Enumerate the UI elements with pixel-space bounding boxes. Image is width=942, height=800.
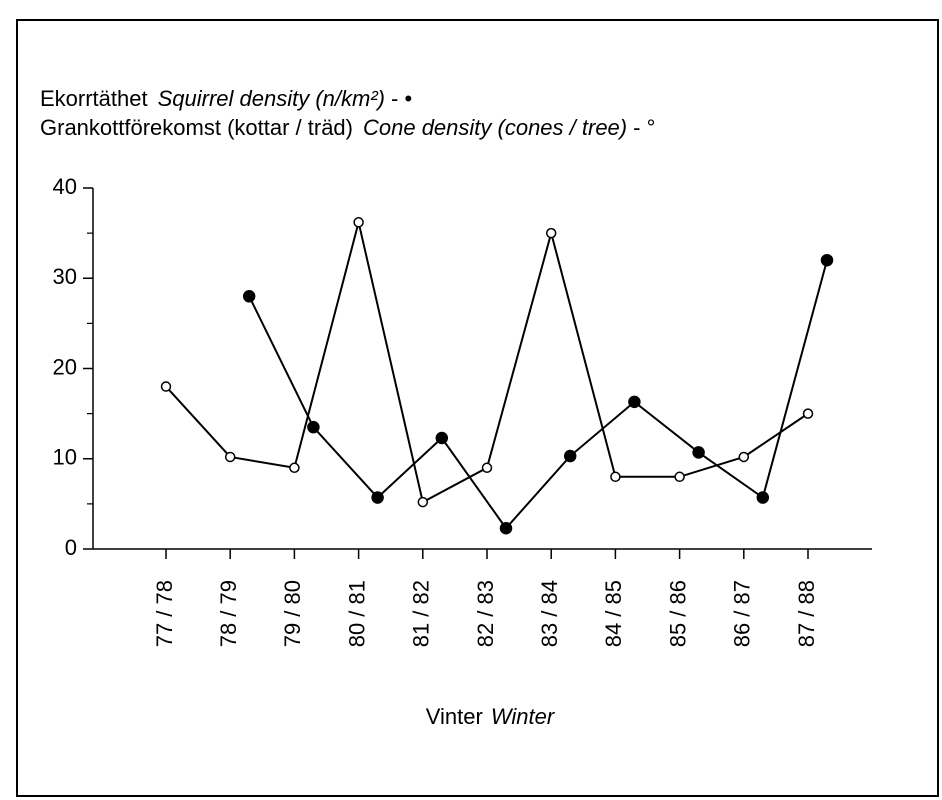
x-tick-label: 85 / 86 [665, 580, 690, 647]
x-tick-label: 83 / 84 [537, 580, 562, 647]
open-point [417, 496, 429, 508]
legend-name: Cone density (cones / tree) [363, 115, 627, 140]
x-axis-label-sv: Vinter [426, 704, 483, 729]
open-point [610, 471, 621, 483]
y-tick-label: 30 [53, 264, 77, 289]
filled-point [820, 253, 834, 267]
x-axis-label: Vinter Winter [426, 704, 556, 729]
open-point [160, 381, 172, 392]
y-tick-label: 0 [65, 535, 77, 560]
filled-point [756, 491, 770, 504]
legend-label: Grankottförekomst (kottar / träd) [40, 115, 353, 140]
y-tick-label: 20 [53, 354, 77, 379]
series-line [165, 222, 809, 504]
legend-symbol: - • [391, 86, 412, 111]
x-tick-label: 81 / 82 [409, 580, 434, 647]
x-tick-label: 78 / 79 [216, 580, 241, 647]
open-point [738, 451, 750, 463]
legend-symbol: - ° [633, 115, 655, 140]
open-point [224, 451, 236, 463]
legend-line: Grankottförekomst (kottar / träd) Cone de… [40, 115, 655, 140]
x-tick-label: 79 / 80 [280, 580, 305, 647]
open-point [802, 408, 814, 419]
open-point [674, 471, 685, 483]
x-tick-label: 84 / 85 [601, 580, 626, 647]
open-point [353, 217, 364, 228]
open-point [545, 227, 557, 239]
filled-point [499, 521, 513, 535]
filled-point [307, 420, 320, 434]
filled-point [563, 449, 577, 463]
x-tick-label: 80 / 81 [344, 580, 369, 647]
series-line [248, 259, 828, 530]
frame [16, 19, 939, 797]
open-point [481, 462, 493, 474]
filled-point [628, 395, 641, 409]
y-tick-label: 10 [53, 445, 77, 470]
filled-point [435, 431, 449, 445]
filled-point [242, 290, 256, 303]
x-tick-label: 86 / 87 [730, 580, 755, 647]
x-tick-label: 77 / 78 [152, 580, 177, 647]
x-tick-label: 82 / 83 [473, 580, 498, 647]
filled-point [371, 491, 384, 504]
legend-line: Ekorrtäthet Squirrel density (n/km²) - • [40, 86, 412, 111]
x-tick-label: 87 / 88 [794, 580, 819, 647]
legend-label: Ekorrtäthet [40, 86, 148, 111]
filled-point [692, 446, 705, 459]
y-tick-label: 40 [53, 174, 77, 199]
legend-name: Squirrel density (n/km²) [158, 86, 385, 111]
open-point [289, 462, 300, 474]
x-axis-label-en: Winter [491, 704, 556, 729]
